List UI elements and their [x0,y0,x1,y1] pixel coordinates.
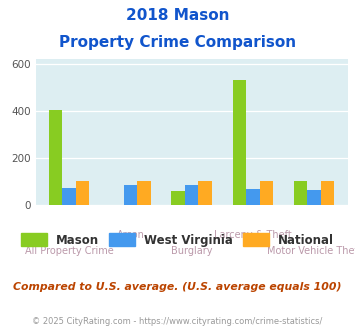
Bar [49,110,62,205]
Text: Larceny & Theft: Larceny & Theft [214,230,292,240]
Bar [185,185,198,205]
Bar [233,81,246,205]
Legend: Mason, West Virginia, National: Mason, West Virginia, National [21,233,334,247]
Text: Property Crime Comparison: Property Crime Comparison [59,35,296,50]
Bar [294,181,307,205]
Text: © 2025 CityRating.com - https://www.cityrating.com/crime-statistics/: © 2025 CityRating.com - https://www.city… [32,317,323,326]
Bar [246,189,260,205]
Text: Compared to U.S. average. (U.S. average equals 100): Compared to U.S. average. (U.S. average … [13,282,342,292]
Bar [137,181,151,205]
Bar [307,190,321,205]
Bar [198,181,212,205]
Text: All Property Crime: All Property Crime [25,246,114,256]
Text: Motor Vehicle Theft: Motor Vehicle Theft [267,246,355,256]
Text: 2018 Mason: 2018 Mason [126,8,229,23]
Text: Burglary: Burglary [171,246,212,256]
Bar [76,181,89,205]
Bar [124,185,137,205]
Bar [62,188,76,205]
Bar [171,190,185,205]
Bar [321,181,334,205]
Bar [260,181,273,205]
Text: Arson: Arson [116,230,144,240]
